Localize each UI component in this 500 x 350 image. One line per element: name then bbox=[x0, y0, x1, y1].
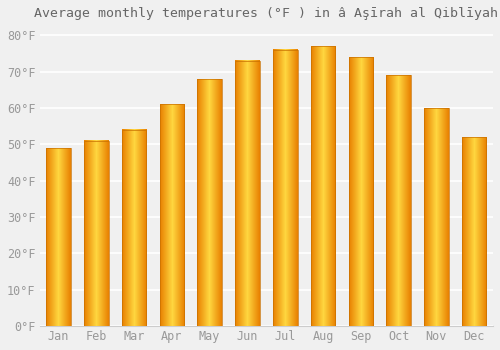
Bar bbox=[198, 79, 222, 326]
Bar bbox=[424, 108, 448, 326]
Title: Average monthly temperatures (°F ) in â Aşīrah al Qiblīyah: Average monthly temperatures (°F ) in â … bbox=[34, 7, 498, 20]
Bar bbox=[386, 75, 411, 326]
Bar bbox=[46, 148, 71, 326]
Bar bbox=[462, 137, 486, 326]
Bar bbox=[235, 61, 260, 326]
Bar bbox=[122, 130, 146, 326]
Bar bbox=[273, 50, 297, 326]
Bar bbox=[84, 141, 108, 326]
Bar bbox=[348, 57, 373, 326]
Bar bbox=[160, 104, 184, 326]
Bar bbox=[310, 46, 336, 326]
